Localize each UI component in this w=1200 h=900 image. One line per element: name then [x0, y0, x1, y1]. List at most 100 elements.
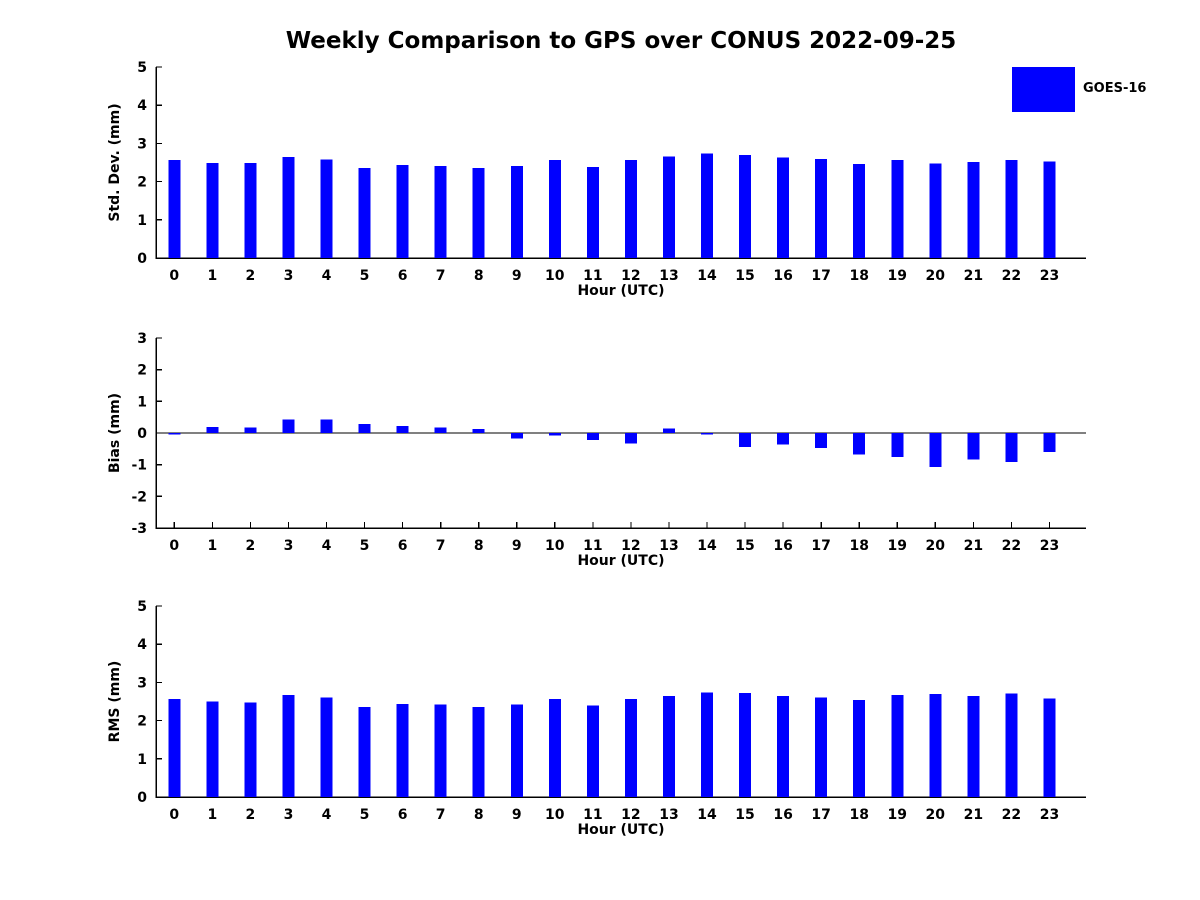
x-tick-label: 16 — [773, 268, 792, 284]
x-tick-label: 17 — [811, 268, 830, 284]
x-tick-label: 19 — [888, 807, 907, 823]
legend-label: GOES-16 — [1083, 81, 1147, 96]
bar — [929, 163, 942, 258]
x-tick-label: 0 — [169, 807, 179, 823]
x-tick-label: 17 — [811, 538, 830, 554]
x-tick-label: 10 — [545, 268, 565, 284]
bar — [1043, 698, 1056, 797]
rms-x-axis-label: Hour (UTC) — [577, 822, 664, 838]
x-tick-label: 4 — [322, 807, 332, 823]
x-tick-label: 12 — [621, 268, 640, 284]
x-tick-label: 0 — [169, 538, 179, 554]
x-tick-label: 15 — [735, 807, 754, 823]
y-tick-label: 5 — [137, 60, 147, 76]
x-tick-label: 19 — [888, 268, 907, 284]
bar — [206, 701, 219, 797]
x-tick-label: 11 — [583, 538, 602, 554]
x-tick-label: 4 — [322, 538, 332, 554]
x-tick-label: 6 — [398, 538, 408, 554]
bar — [967, 696, 980, 797]
x-tick-label: 0 — [169, 268, 179, 284]
stddev-y-axis-label: Std. Dev. (mm) — [107, 103, 123, 221]
bias-y-axis-label: Bias (mm) — [107, 393, 123, 473]
x-tick-label: 10 — [545, 807, 565, 823]
x-tick-label: 7 — [436, 538, 446, 554]
bar — [510, 704, 523, 797]
x-tick-label: 17 — [811, 807, 830, 823]
x-tick-label: 13 — [659, 268, 678, 284]
x-tick-label: 2 — [246, 538, 256, 554]
chart-title: Weekly Comparison to GPS over CONUS 2022… — [285, 28, 957, 54]
bar — [967, 162, 980, 258]
bar — [1005, 693, 1018, 797]
bias-x-axis-label: Hour (UTC) — [577, 553, 664, 569]
bar — [815, 433, 828, 448]
x-tick-label: 16 — [773, 807, 792, 823]
x-tick-label: 8 — [474, 268, 484, 284]
bar — [891, 695, 904, 797]
rms-y-axis-label: RMS (mm) — [107, 661, 123, 743]
x-tick-label: 14 — [697, 807, 717, 823]
bar — [853, 699, 866, 797]
bar — [777, 695, 790, 797]
y-tick-label: 0 — [137, 790, 147, 806]
x-tick-label: 22 — [1002, 538, 1021, 554]
bar — [662, 156, 675, 258]
x-tick-label: 12 — [621, 538, 640, 554]
y-tick-label: 4 — [137, 637, 147, 653]
bar — [320, 697, 333, 797]
bar — [244, 702, 257, 797]
x-tick-label: 20 — [926, 807, 946, 823]
x-tick-label: 3 — [284, 538, 294, 554]
x-tick-label: 5 — [360, 538, 370, 554]
bar — [1005, 160, 1018, 258]
bar — [1005, 433, 1018, 463]
bar — [815, 697, 828, 797]
x-tick-label: 23 — [1040, 268, 1059, 284]
x-tick-label: 11 — [583, 268, 602, 284]
x-tick-label: 14 — [697, 268, 717, 284]
y-tick-label: 0 — [137, 251, 147, 267]
x-tick-label: 23 — [1040, 538, 1059, 554]
bar — [510, 165, 523, 258]
bar — [168, 698, 181, 797]
x-tick-label: 4 — [322, 268, 332, 284]
bar — [320, 419, 333, 433]
x-tick-label: 7 — [436, 268, 446, 284]
y-tick-label: 2 — [137, 714, 147, 730]
bar — [929, 694, 942, 797]
y-tick-label: 0 — [137, 426, 147, 442]
bar — [244, 162, 257, 258]
bar — [510, 433, 523, 439]
y-tick-label: 5 — [137, 599, 147, 615]
bar — [396, 703, 409, 797]
stddev-x-axis-label: Hour (UTC) — [577, 283, 664, 299]
bar — [624, 698, 637, 797]
bar — [777, 157, 790, 258]
x-tick-label: 1 — [207, 268, 217, 284]
bar — [358, 706, 371, 797]
x-tick-label: 2 — [246, 807, 256, 823]
x-tick-label: 12 — [621, 807, 640, 823]
x-tick-label: 22 — [1002, 268, 1021, 284]
x-tick-label: 6 — [398, 268, 408, 284]
bar — [472, 706, 485, 797]
bar — [396, 426, 409, 433]
x-tick-label: 6 — [398, 807, 408, 823]
bar — [967, 433, 980, 460]
x-tick-label: 20 — [926, 538, 946, 554]
bar — [434, 427, 447, 433]
bar — [891, 433, 904, 458]
x-tick-label: 9 — [512, 538, 522, 554]
bar — [548, 159, 561, 258]
x-tick-label: 13 — [659, 807, 678, 823]
x-tick-label: 15 — [735, 268, 754, 284]
x-tick-label: 3 — [284, 268, 294, 284]
bar — [739, 155, 752, 258]
bar — [853, 164, 866, 258]
bar — [472, 167, 485, 258]
y-tick-label: 1 — [137, 394, 147, 410]
